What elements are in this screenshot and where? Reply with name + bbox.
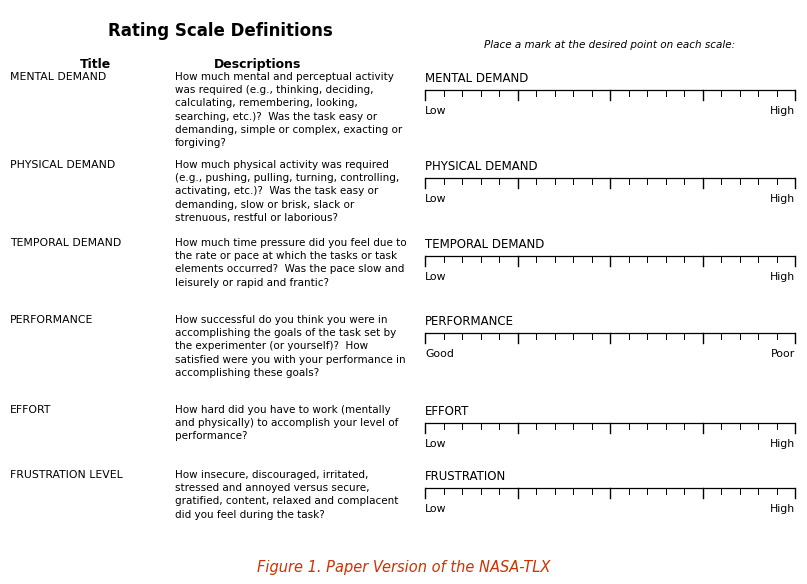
Text: Poor: Poor: [771, 349, 795, 359]
Text: Low: Low: [425, 504, 446, 514]
Text: How much mental and perceptual activity
was required (e.g., thinking, deciding,
: How much mental and perceptual activity …: [175, 72, 402, 148]
Text: Place a mark at the desired point on each scale:: Place a mark at the desired point on eac…: [484, 40, 735, 50]
Text: TEMPORAL DEMAND: TEMPORAL DEMAND: [425, 238, 545, 251]
Text: High: High: [770, 106, 795, 116]
Text: How hard did you have to work (mentally
and physically) to accomplish your level: How hard did you have to work (mentally …: [175, 405, 399, 442]
Text: EFFORT: EFFORT: [10, 405, 52, 415]
Text: PHYSICAL DEMAND: PHYSICAL DEMAND: [425, 160, 537, 173]
Text: Low: Low: [425, 439, 446, 449]
Text: Good: Good: [425, 349, 454, 359]
Text: TEMPORAL DEMAND: TEMPORAL DEMAND: [10, 238, 121, 248]
Text: Title: Title: [79, 58, 111, 71]
Text: How insecure, discouraged, irritated,
stressed and annoyed versus secure,
gratif: How insecure, discouraged, irritated, st…: [175, 470, 399, 520]
Text: PHYSICAL DEMAND: PHYSICAL DEMAND: [10, 160, 115, 170]
Text: Low: Low: [425, 106, 446, 116]
Text: PERFORMANCE: PERFORMANCE: [425, 315, 514, 328]
Text: High: High: [770, 504, 795, 514]
Text: Descriptions: Descriptions: [215, 58, 302, 71]
Text: FRUSTRATION LEVEL: FRUSTRATION LEVEL: [10, 470, 123, 480]
Text: Rating Scale Definitions: Rating Scale Definitions: [107, 22, 332, 40]
Text: EFFORT: EFFORT: [425, 405, 470, 418]
Text: MENTAL DEMAND: MENTAL DEMAND: [425, 72, 529, 85]
Text: How much physical activity was required
(e.g., pushing, pulling, turning, contro: How much physical activity was required …: [175, 160, 399, 223]
Text: Low: Low: [425, 272, 446, 282]
Text: Figure 1. Paper Version of the NASA-TLX: Figure 1. Paper Version of the NASA-TLX: [257, 560, 550, 575]
Text: How much time pressure did you feel due to
the rate or pace at which the tasks o: How much time pressure did you feel due …: [175, 238, 407, 287]
Text: High: High: [770, 272, 795, 282]
Text: High: High: [770, 194, 795, 204]
Text: FRUSTRATION: FRUSTRATION: [425, 470, 506, 483]
Text: MENTAL DEMAND: MENTAL DEMAND: [10, 72, 107, 82]
Text: Low: Low: [425, 194, 446, 204]
Text: High: High: [770, 439, 795, 449]
Text: PERFORMANCE: PERFORMANCE: [10, 315, 94, 325]
Text: How successful do you think you were in
accomplishing the goals of the task set : How successful do you think you were in …: [175, 315, 406, 378]
